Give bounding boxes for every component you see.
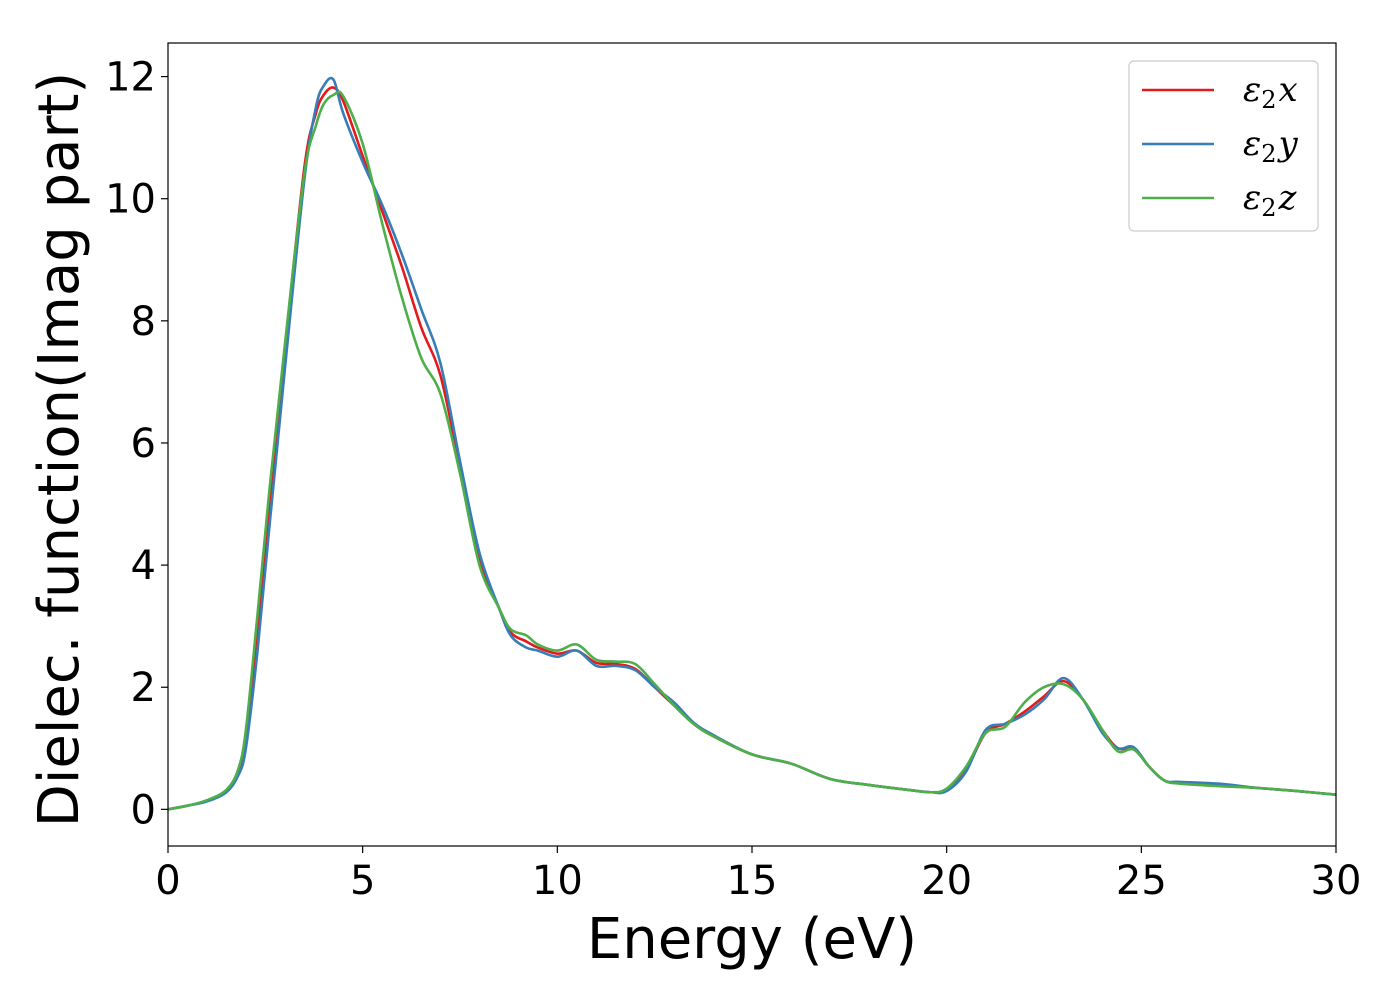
series-layer	[167, 76, 1337, 811]
legend-label-sub: 2	[1261, 86, 1276, 114]
y-tick-label: 4	[131, 543, 156, 589]
legend-label-x: ε2x	[1243, 70, 1298, 114]
y-tick-label: 10	[105, 177, 156, 223]
legend-label-sub: 2	[1261, 140, 1276, 168]
x-tick-label: 5	[350, 858, 375, 904]
legend-label-sub: 2	[1261, 194, 1276, 222]
legend-box	[1128, 60, 1319, 232]
legend-label-base: ε	[1243, 178, 1261, 218]
x-tick-label: 25	[1116, 858, 1167, 904]
y-tick-label: 0	[131, 787, 156, 833]
ticks-layer: 0 5 10 15 20 25 30 0 2 4 6 8 10 12	[105, 55, 1361, 904]
y-tick-label: 12	[105, 55, 156, 101]
x-tick-label: 30	[1311, 858, 1362, 904]
x-tick-label: 0	[155, 858, 180, 904]
x-tick-label: 20	[921, 858, 972, 904]
series-line-z	[167, 90, 1337, 811]
x-tick-label: 10	[532, 858, 583, 904]
x-tick-label: 15	[727, 858, 778, 904]
legend-label-y: ε2y	[1243, 124, 1299, 168]
legend-label-base: ε	[1243, 124, 1261, 164]
y-axis-title: Dielec. function(Imag part)	[27, 72, 92, 828]
y-tick-label: 8	[131, 299, 156, 345]
y-tick-label: 2	[131, 665, 156, 711]
legend-label-z: ε2z	[1243, 178, 1298, 222]
x-axis-title: Energy (eV)	[587, 907, 917, 972]
legend-label-base: ε	[1243, 70, 1261, 110]
legend-label-var: y	[1277, 124, 1299, 164]
y-tick-label: 6	[131, 421, 156, 467]
legend-label-var: x	[1279, 70, 1298, 110]
legend-label-var: z	[1278, 178, 1298, 218]
